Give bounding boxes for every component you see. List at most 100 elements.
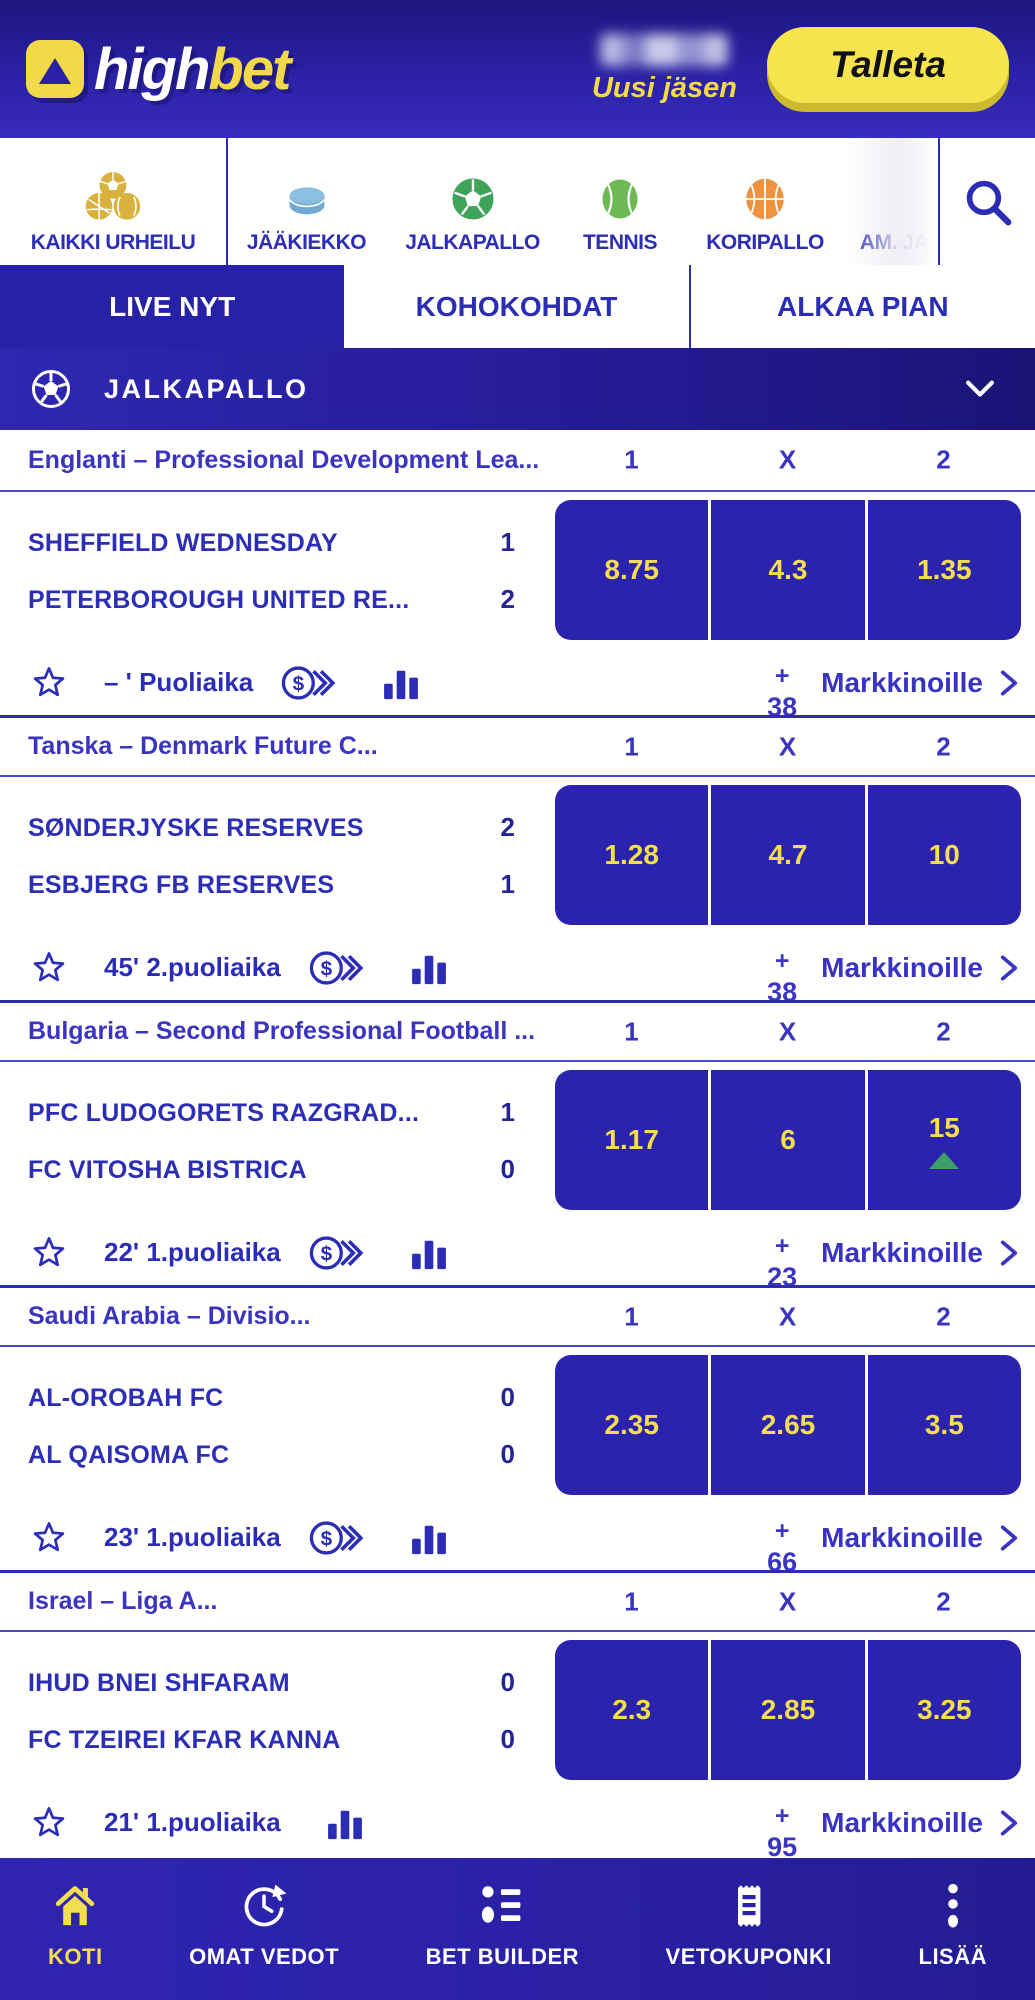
stats-button[interactable]: [381, 663, 421, 703]
sports-nav-item-basketball[interactable]: KORIPALLO: [680, 138, 850, 265]
stats-button[interactable]: [409, 1518, 449, 1558]
section-header-football[interactable]: JALKAPALLO: [0, 348, 1035, 430]
cashout-badge: $: [279, 663, 337, 703]
odds-button-1[interactable]: 8.75: [555, 500, 709, 640]
stats-button[interactable]: [325, 1803, 365, 1843]
sports-nav-item-american-football[interactable]: AM. JA: [850, 138, 938, 265]
bar-chart-icon: [325, 1803, 365, 1843]
svg-text:$: $: [320, 1527, 332, 1550]
match-time: 21' 1.puoliaika: [104, 1807, 281, 1837]
match-footer: 21' 1.puoliaika +95 Markkinoille: [0, 1790, 1035, 1861]
odds-button-x[interactable]: 4.7: [711, 785, 865, 925]
team-name: PFC LUDOGORETS RAZGRAD...: [28, 1099, 420, 1127]
odds-button-2[interactable]: 3.5: [867, 1355, 1021, 1495]
odds-column-header-2: 2: [936, 731, 951, 761]
sports-nav-label: KORIPALLO: [706, 231, 824, 254]
odds-button-2[interactable]: 1.35: [867, 500, 1021, 640]
bottom-nav-home[interactable]: KOTI: [48, 1880, 103, 1970]
odds-button-1[interactable]: 2.35: [555, 1355, 709, 1495]
odds-column-header-x: X: [778, 1301, 797, 1331]
match-card: SHEFFIELD WEDNESDAY 1 PETERBOROUGH UNITED …: [0, 492, 1035, 650]
match-block: Israel – Liga A... 1 X 2 IHUD BNEI SHFARAM 0 F…: [0, 1570, 1035, 1861]
odds-button-2[interactable]: 15: [867, 1070, 1021, 1210]
odds-button-1[interactable]: 1.28: [555, 785, 709, 925]
away-team-row: FC VITOSHA BISTRICA 0: [28, 1154, 515, 1185]
sports-nav-item-tennis[interactable]: TENNIS: [560, 138, 680, 265]
odds-group: 1.28 4.7 10: [555, 785, 1021, 925]
favorite-star-button[interactable]: [30, 949, 68, 987]
odds-column-header-2: 2: [936, 1301, 951, 1331]
markets-link[interactable]: Markkinoille: [821, 1807, 1019, 1839]
markets-link[interactable]: Markkinoille: [821, 1237, 1019, 1269]
american-football-icon: [869, 163, 919, 225]
match-time: 23' 1.puoliaika: [104, 1522, 281, 1552]
odds-value: 2.65: [760, 1409, 816, 1440]
odds-button-x[interactable]: 2.85: [711, 1640, 865, 1780]
bottom-nav-more[interactable]: LISÄÄ: [919, 1880, 988, 1970]
live-tabs: LIVE NYT KOHOKOHDAT ALKAA PIAN: [0, 265, 1035, 348]
star-icon: [30, 1519, 68, 1557]
chevron-right-icon: [999, 953, 1019, 983]
stats-button[interactable]: [409, 948, 449, 988]
deposit-button[interactable]: Talleta: [767, 27, 1009, 103]
match-card: IHUD BNEI SHFARAM 0 FC TZEIREI KFAR KANNA 0…: [0, 1632, 1035, 1790]
league-header-row: Tanska – Denmark Future C... 1 X 2: [0, 715, 1035, 777]
odds-value: 2.85: [760, 1694, 816, 1725]
team-name: FC VITOSHA BISTRICA: [28, 1156, 307, 1184]
favorite-star-button[interactable]: [30, 664, 68, 702]
odds-column-header-2: 2: [936, 1016, 951, 1046]
bottom-nav: KOTI OMAT VEDOT BET BUILDER VETOKUPONKI LISÄ…: [0, 1858, 1035, 2000]
sports-nav-item-all-sports[interactable]: KAIKKI URHEILU: [0, 138, 228, 265]
favorite-star-button[interactable]: [30, 1804, 68, 1842]
bottom-nav-betslip[interactable]: VETOKUPONKI: [666, 1880, 832, 1970]
match-time: 45' 2.puoliaika: [104, 952, 281, 982]
odds-button-1[interactable]: 2.3: [555, 1640, 709, 1780]
odds-group: 1.17 6 15: [555, 1070, 1021, 1210]
sports-nav-item-ice-hockey[interactable]: JÄÄKIEKKO: [228, 138, 385, 265]
logo[interactable]: highbet: [26, 36, 291, 103]
odds-button-x[interactable]: 2.65: [711, 1355, 865, 1495]
team-name: SHEFFIELD WEDNESDAY: [28, 529, 338, 557]
team-score: 1: [500, 869, 515, 899]
odds-column-header-x: X: [778, 1016, 797, 1046]
home-team-row: SHEFFIELD WEDNESDAY 1: [28, 527, 515, 558]
sports-nav-label: JALKAPALLO: [405, 231, 540, 254]
tab-live-nyt[interactable]: LIVE NYT: [0, 265, 345, 348]
markets-link[interactable]: Markkinoille: [821, 952, 1019, 984]
sports-nav-item-football[interactable]: JALKAPALLO: [385, 138, 560, 265]
team-score: 2: [500, 812, 515, 842]
bottom-nav-my-bets[interactable]: OMAT VEDOT: [189, 1880, 339, 1970]
team-score: 1: [500, 1097, 515, 1127]
new-member-label: Uusi jäsen: [591, 71, 737, 104]
odds-value: 1.17: [604, 1124, 659, 1155]
league-name: Tanska – Denmark Future C...: [28, 732, 378, 760]
tab-kohokohdat[interactable]: KOHOKOHDAT: [415, 290, 618, 322]
favorite-star-button[interactable]: [30, 1519, 68, 1557]
search-button[interactable]: [938, 138, 1035, 265]
stats-button[interactable]: [409, 1233, 449, 1273]
markets-link[interactable]: Markkinoille: [821, 1522, 1019, 1554]
odds-button-2[interactable]: 3.25: [867, 1640, 1021, 1780]
odds-column-header-2: 2: [936, 444, 951, 475]
basketball-icon: [739, 163, 791, 225]
odds-group: 2.35 2.65 3.5: [555, 1355, 1021, 1495]
odds-button-x[interactable]: 6: [711, 1070, 865, 1210]
favorite-star-button[interactable]: [30, 1234, 68, 1272]
league-header-row: Bulgaria – Second Professional Football …: [0, 1000, 1035, 1062]
chevron-right-icon: [999, 1238, 1019, 1268]
team-score: 1: [500, 527, 515, 557]
match-block: Tanska – Denmark Future C... 1 X 2 SØNDERJYS…: [0, 715, 1035, 1006]
odds-button-x[interactable]: 4.3: [711, 500, 865, 640]
odds-button-2[interactable]: 10: [867, 785, 1021, 925]
markets-link[interactable]: Markkinoille: [821, 667, 1019, 699]
account-chip[interactable]: Uusi jäsen: [591, 33, 737, 105]
away-team-row: FC TZEIREI KFAR KANNA 0: [28, 1724, 515, 1755]
away-team-row: AL QAISOMA FC 0: [28, 1439, 515, 1470]
chevron-right-icon: [999, 1808, 1019, 1838]
bottom-nav-bet-builder[interactable]: BET BUILDER: [426, 1880, 579, 1970]
match-footer: 22' 1.puoliaika $ +23 Markkinoille: [0, 1220, 1035, 1291]
tab-alkaa-pian[interactable]: ALKAA PIAN: [688, 265, 1035, 348]
match-block: Bulgaria – Second Professional Football …: [0, 1000, 1035, 1291]
odds-button-1[interactable]: 1.17: [555, 1070, 709, 1210]
